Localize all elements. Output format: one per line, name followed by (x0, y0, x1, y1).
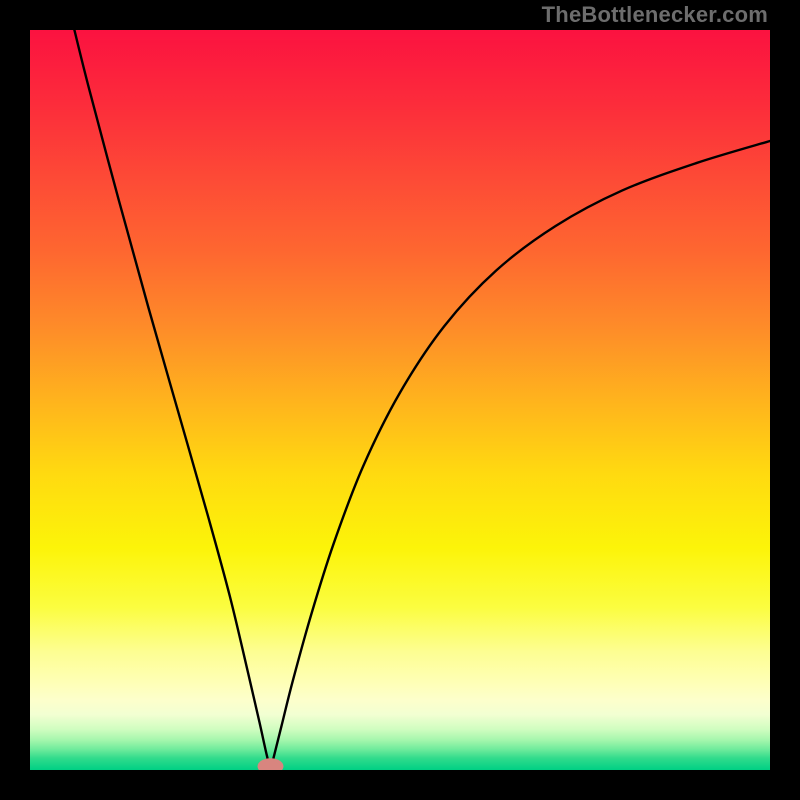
border-left (0, 0, 30, 800)
attribution-label: TheBottlenecker.com (542, 2, 768, 28)
border-right (770, 0, 800, 800)
plot-area (30, 30, 770, 770)
plot-svg (30, 30, 770, 770)
border-bottom (0, 770, 800, 800)
gradient-background (30, 30, 770, 770)
chart-frame: TheBottlenecker.com (0, 0, 800, 800)
